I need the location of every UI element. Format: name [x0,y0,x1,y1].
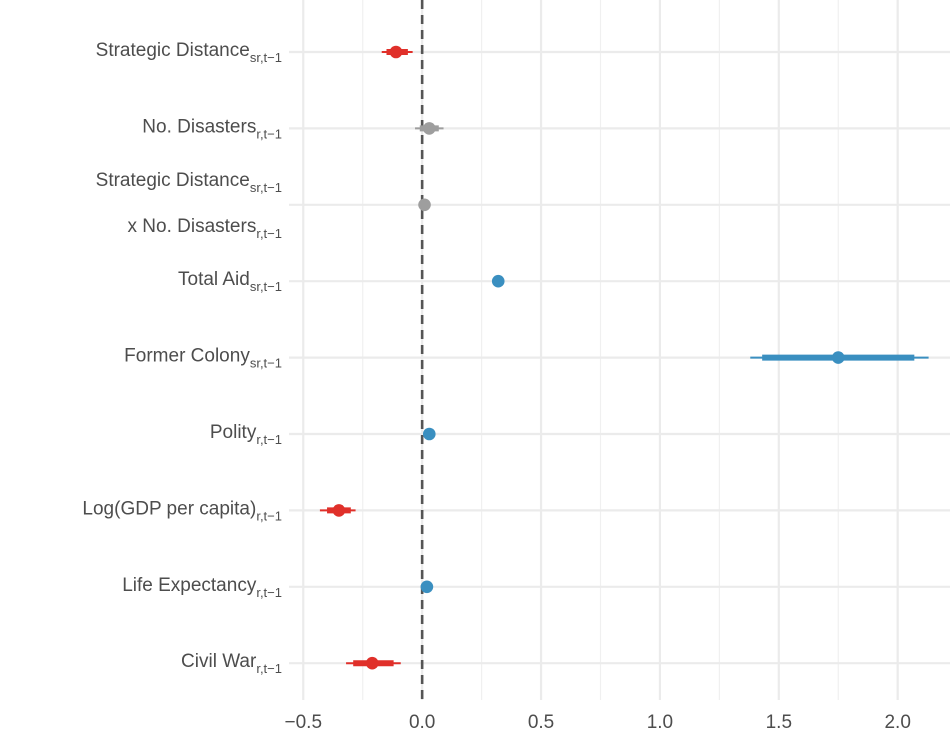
category-label-subscript: r,t−1 [256,126,282,141]
category-label-subscript: r,t−1 [256,661,282,676]
category-labels: Strategic Distancesr,t−1No. Disastersr,t… [82,40,282,676]
category-label: Log(GDP per capita)r,t−1 [82,498,282,523]
estimate-point [418,198,431,212]
x-tick-label: −0.5 [285,712,323,733]
category-label-subscript: sr,t−1 [250,279,282,294]
x-tick-label: 1.0 [647,712,673,733]
estimate-point [332,504,346,517]
estimate-point [389,45,403,59]
estimate-point [491,274,505,288]
category-label: Former Colonysr,t−1 [124,346,282,371]
category-label-text: Former Colony [124,346,250,367]
category-label: Total Aidsr,t−1 [178,269,282,294]
grid-layer [289,0,950,700]
category-label: Life Expectancyr,t−1 [122,575,282,600]
estimate-point [365,656,379,670]
category-label-subscript: sr,t−1 [250,356,282,371]
category-label-line2-text: x No. Disasters [128,216,257,237]
category-label-text: Civil War [181,651,257,672]
category-label-line2-subscript: r,t−1 [256,226,282,241]
category-label-line2: x No. Disastersr,t−1 [128,216,282,241]
estimate-point [831,351,845,364]
x-tick-label: 0.0 [409,712,435,733]
category-label: Strategic Distancesr,t−1 [96,170,282,195]
category-label-subscript: r,t−1 [256,508,282,523]
category-label: Civil Warr,t−1 [181,651,282,676]
category-label: No. Disastersr,t−1 [142,116,282,141]
category-label-text: Strategic Distance [96,40,250,61]
estimate-point [420,580,434,594]
x-tick-label: 0.5 [528,712,554,733]
category-label-text: Log(GDP per capita) [82,498,256,519]
category-label-subscript: sr,t−1 [250,180,282,195]
estimate-point [422,122,436,135]
category-label-text: Strategic Distance [96,170,250,191]
category-label-text: Life Expectancy [122,575,257,596]
category-label-text: Total Aid [178,269,250,290]
category-label-subscript: r,t−1 [256,432,282,447]
x-tick-label: 2.0 [884,712,910,733]
category-label-subscript: r,t−1 [256,585,282,600]
marks-layer [319,45,929,670]
x-tick-label: 1.5 [766,712,792,733]
category-label-text: Polity [210,422,257,443]
x-axis-tick-labels: −0.5 0.0 0.5 1.0 1.5 2.0 [285,712,911,733]
category-label-text: No. Disasters [142,116,256,137]
category-label: Polityr,t−1 [210,422,282,447]
category-label-subscript: sr,t−1 [250,50,282,65]
estimate-point [422,427,436,441]
category-label: Strategic Distancesr,t−1 [96,40,282,65]
